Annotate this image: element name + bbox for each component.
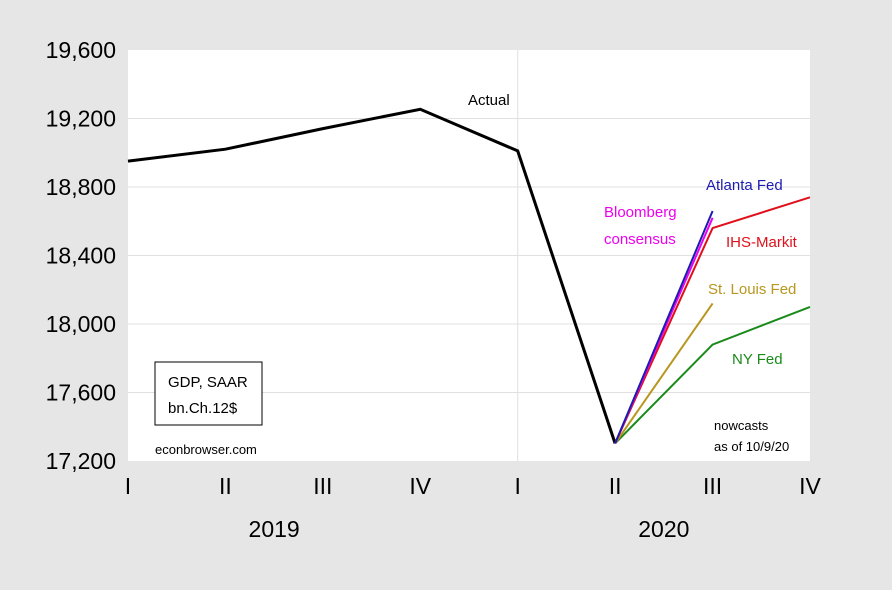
label-nowcasts-line2: as of 10/9/20 — [714, 439, 789, 454]
units-box — [154, 361, 263, 426]
y-tick-label: 17,600 — [46, 380, 116, 406]
units-box-line2: bn.Ch.12$ — [168, 400, 238, 417]
x-tick-label: I — [515, 473, 521, 499]
x-tick-label: I — [125, 473, 131, 499]
y-tick-label: 18,400 — [46, 243, 116, 269]
series-line-st-louis-fed — [614, 302, 714, 444]
label-st-louis-fed: St. Louis Fed — [708, 281, 796, 298]
label-actual: Actual — [468, 92, 510, 109]
source-label: econbrowser.com — [155, 442, 257, 457]
label-atlanta-fed: Atlanta Fed — [706, 177, 783, 194]
y-tick-label: 18,000 — [46, 311, 116, 337]
x-tick-label: II — [219, 473, 232, 499]
series-line-atlanta-fed — [614, 210, 714, 444]
year-label: 2020 — [638, 516, 689, 542]
series-line-ihs-markit — [614, 196, 811, 444]
series-line-ny-fed — [614, 305, 811, 445]
y-tick-label: 19,200 — [46, 106, 116, 132]
year-label: 2019 — [249, 516, 300, 542]
label-bloomberg-line2: consensus — [604, 231, 676, 248]
y-tick-label: 18,800 — [46, 174, 116, 200]
x-tick-label: III — [313, 473, 332, 499]
series-line-actual — [127, 107, 617, 444]
x-tick-label: II — [609, 473, 622, 499]
y-tick-label: 19,600 — [46, 37, 116, 63]
label-ihs-markit: IHS-Markit — [726, 234, 798, 251]
units-box-line1: GDP, SAAR — [168, 374, 248, 391]
label-bloomberg-line1: Bloomberg — [604, 204, 677, 221]
label-nowcasts-line1: nowcasts — [714, 418, 769, 433]
series-lines — [127, 107, 811, 445]
x-tick-label: III — [703, 473, 722, 499]
axes: 17,200 17,600 18,000 18,400 18,800 19,200 19,6… — [46, 37, 822, 542]
y-tick-label: 17,200 — [46, 448, 116, 474]
label-ny-fed: NY Fed — [732, 351, 783, 368]
x-tick-label: IV — [799, 473, 821, 499]
x-tick-label: IV — [409, 473, 431, 499]
